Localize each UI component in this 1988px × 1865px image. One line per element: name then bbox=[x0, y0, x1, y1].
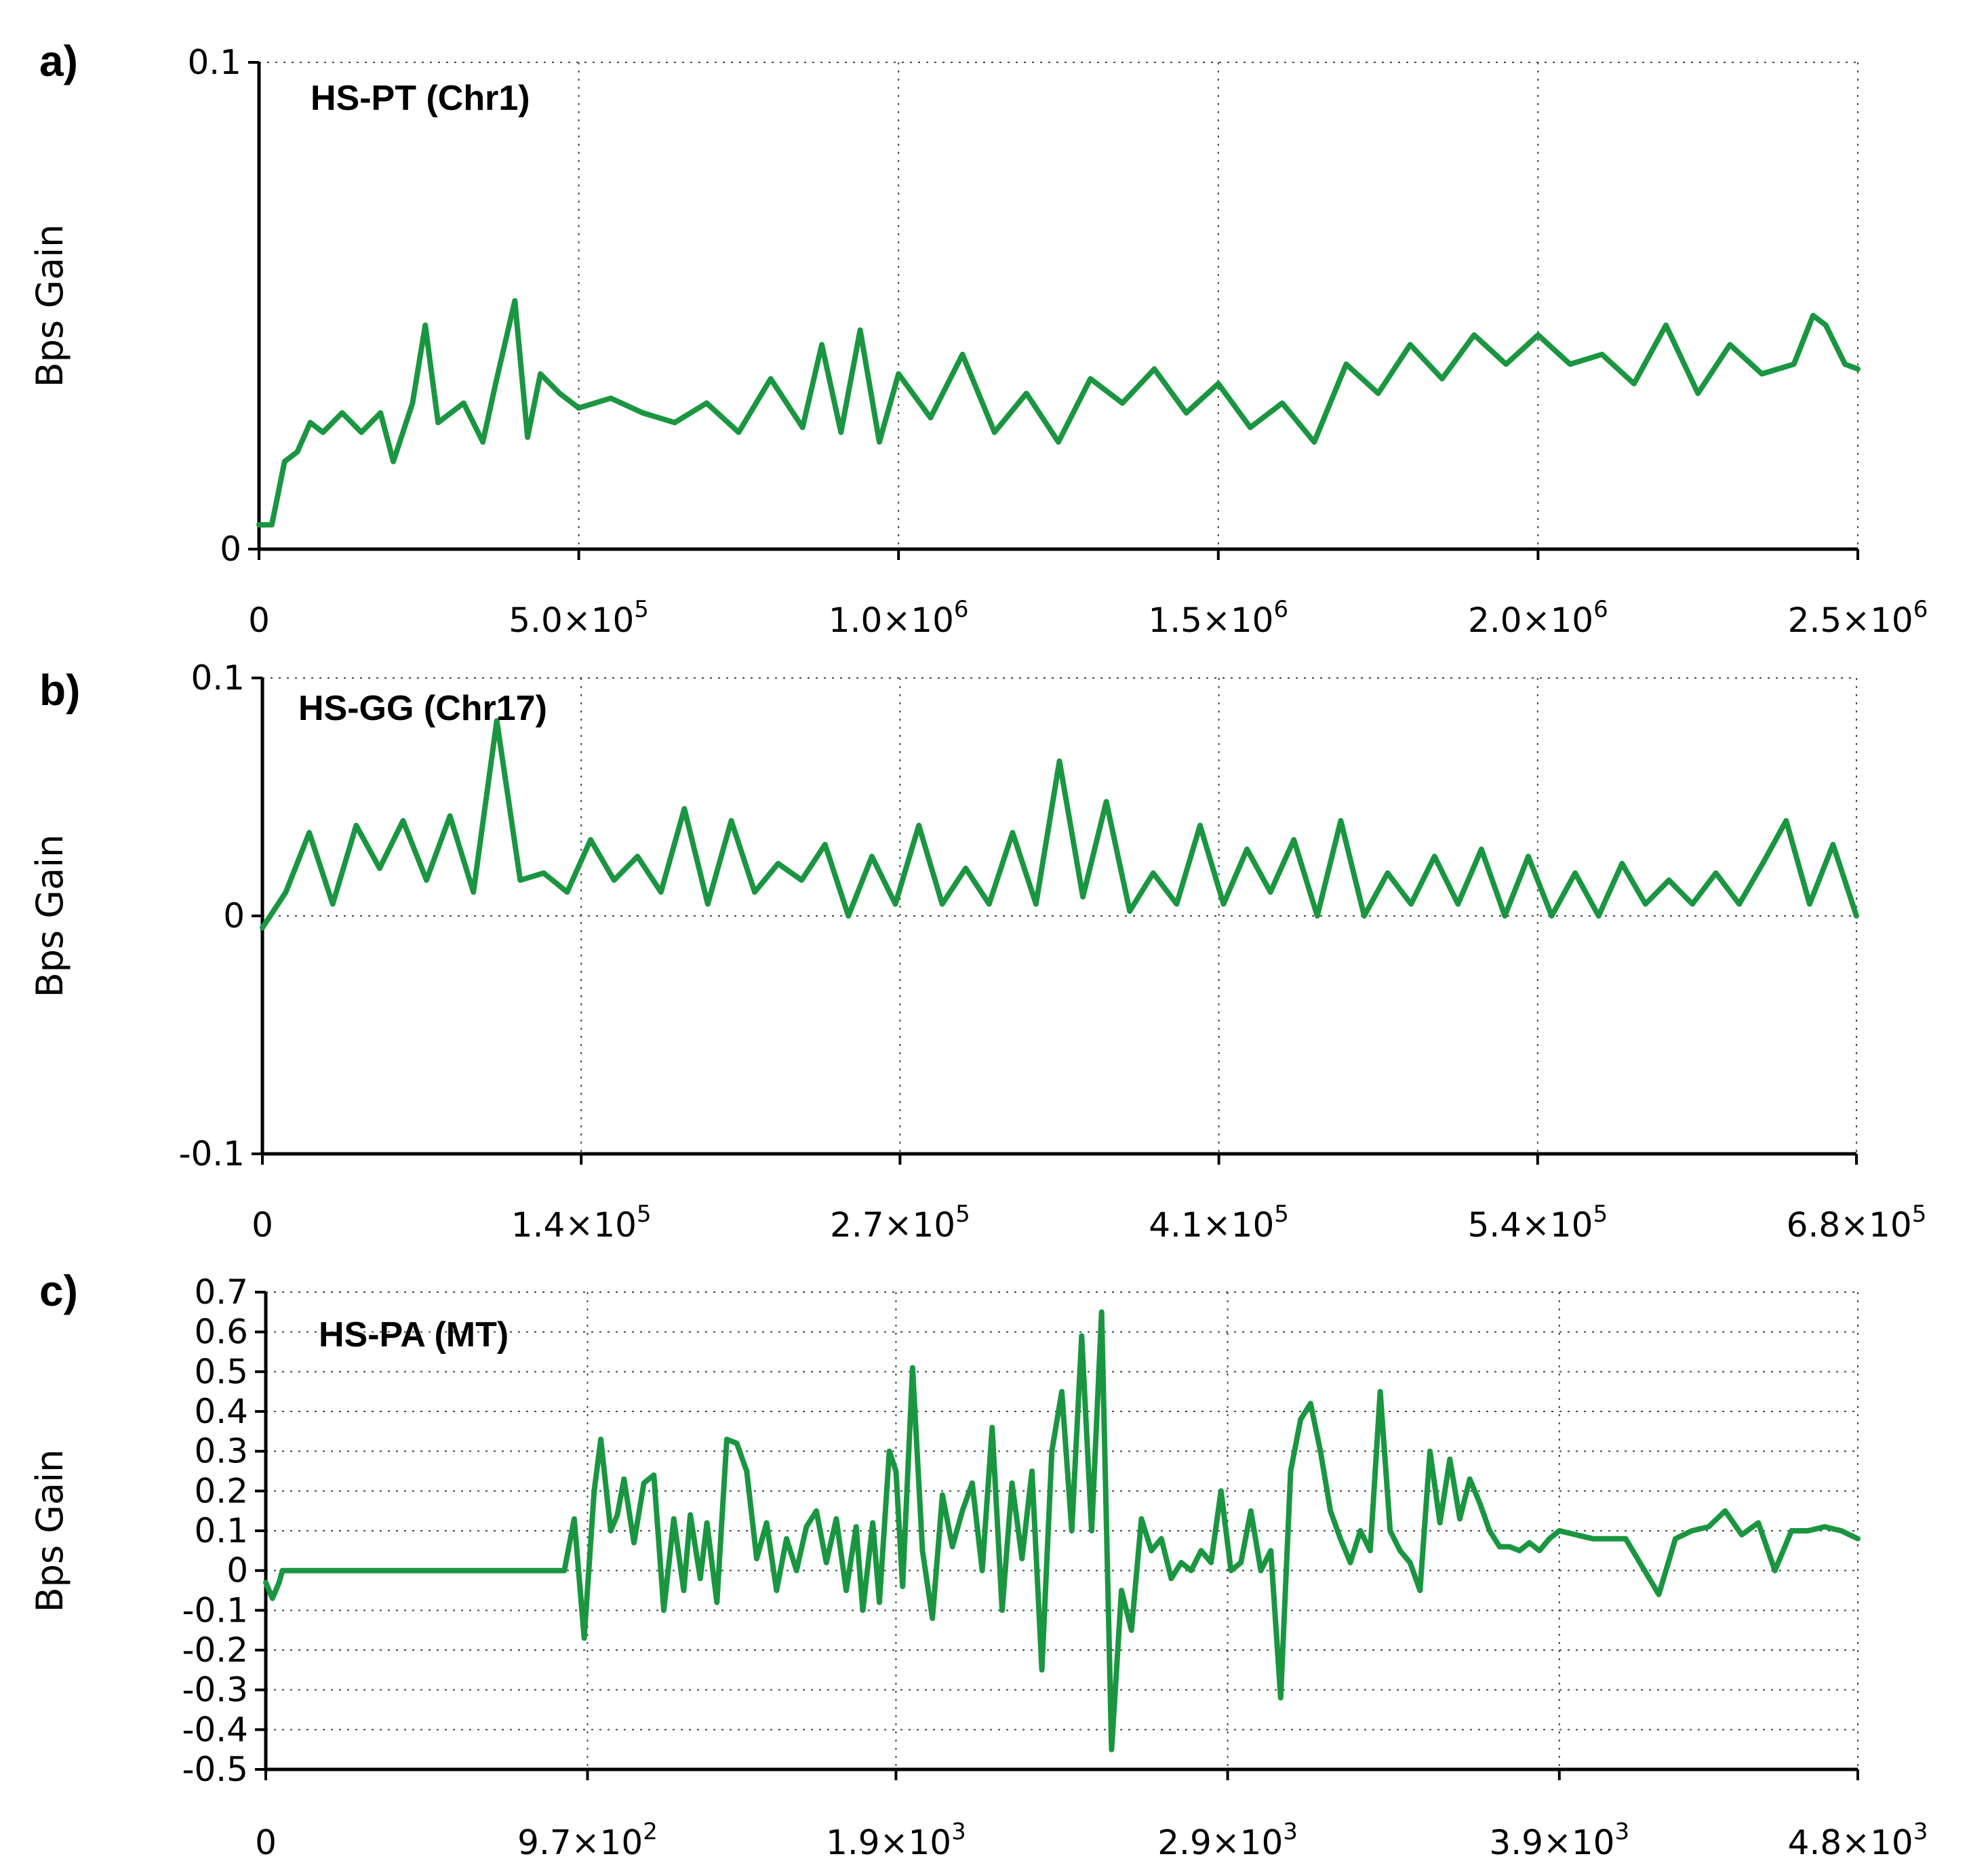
x-tick-label: 4.8×103 bbox=[1788, 1818, 1928, 1862]
y-tick-label: 0.4 bbox=[194, 1392, 248, 1431]
y-axis-label: Bps Gain bbox=[28, 835, 71, 998]
y-tick-label: 0.1 bbox=[191, 658, 245, 698]
y-tick-label: -0.4 bbox=[182, 1710, 248, 1749]
x-tick-label: 5.0×105 bbox=[509, 596, 649, 640]
y-tick-label: 0.6 bbox=[194, 1312, 248, 1352]
x-tick-label: 2.9×103 bbox=[1157, 1818, 1298, 1862]
chart-title: HS-PT (Chr1) bbox=[311, 79, 530, 118]
x-tick-label: 1.9×103 bbox=[826, 1818, 966, 1862]
y-tick-label: 0 bbox=[223, 896, 245, 936]
x-tick-label: 5.4×105 bbox=[1467, 1201, 1608, 1245]
y-tick-label: -0.5 bbox=[182, 1750, 248, 1789]
panel-letter: c) bbox=[39, 1266, 78, 1315]
y-tick-label: 0 bbox=[220, 529, 241, 569]
x-tick-label: 0 bbox=[255, 1823, 277, 1862]
x-tick-label: 2.5×106 bbox=[1788, 596, 1928, 640]
y-axis-label: Bps Gain bbox=[28, 224, 71, 388]
y-tick-label: 0.1 bbox=[194, 1511, 248, 1550]
series-line bbox=[263, 1309, 1861, 1752]
x-tick-label: 4.1×105 bbox=[1149, 1201, 1289, 1245]
y-tick-label: 0 bbox=[226, 1551, 248, 1590]
panel-b: -0.100.10 1.4×105 2.7×105 4.1×105 5.4×105 6.8… bbox=[28, 658, 1926, 1245]
y-tick-label: 0.1 bbox=[187, 43, 241, 82]
x-tick-label: 9.7×102 bbox=[517, 1818, 658, 1862]
y-tick-label: 0.7 bbox=[194, 1272, 248, 1312]
panel-c: -0.5-0.4-0.3-0.2-0.100.10.20.30.40.50.60… bbox=[28, 1266, 1928, 1862]
y-axis-label: Bps Gain bbox=[28, 1449, 71, 1613]
panel-a: 0 0.1 0 5.0×105 1.0×106 1.5×106 2.0×106 2.5×106… bbox=[28, 37, 1928, 640]
x-tick-label: 1.5×106 bbox=[1148, 596, 1288, 640]
x-tick-label: 1.4×105 bbox=[511, 1201, 652, 1245]
y-tick-label: 0.2 bbox=[194, 1471, 248, 1510]
y-tick-label: -0.1 bbox=[182, 1590, 248, 1630]
chart-title: HS-PA (MT) bbox=[319, 1315, 509, 1355]
y-tick-label: -0.3 bbox=[182, 1670, 248, 1710]
y-tick-label: 0.5 bbox=[194, 1352, 248, 1391]
chart-title: HS-GG (Chr17) bbox=[298, 689, 547, 728]
y-tick-label: -0.1 bbox=[178, 1134, 245, 1174]
x-tick-label: 6.8×105 bbox=[1787, 1201, 1927, 1245]
x-tick-label: 3.9×103 bbox=[1489, 1818, 1629, 1862]
panel-letter: a) bbox=[39, 37, 78, 85]
series-line bbox=[260, 718, 1859, 931]
panel-letter: b) bbox=[39, 666, 80, 715]
x-tick-label: 0 bbox=[252, 1205, 273, 1245]
x-tick-label: 0 bbox=[248, 601, 270, 640]
x-tick-label: 2.0×106 bbox=[1468, 596, 1608, 640]
x-tick-label: 1.0×106 bbox=[829, 596, 969, 640]
y-tick-label: 0.3 bbox=[194, 1432, 248, 1471]
y-tick-label: -0.2 bbox=[182, 1630, 248, 1670]
x-tick-label: 2.7×105 bbox=[830, 1201, 970, 1245]
series-line bbox=[256, 298, 1861, 528]
